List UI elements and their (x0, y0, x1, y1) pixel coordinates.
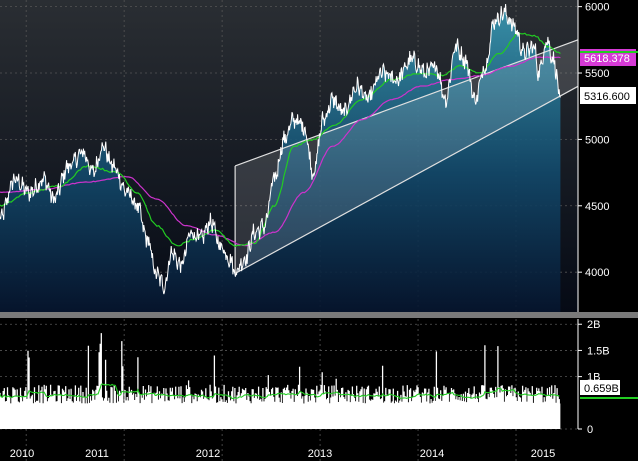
price-y-tick-label: 4000 (585, 267, 609, 279)
svg-text:0.659B: 0.659B (584, 383, 619, 395)
channel-lower-line (234, 85, 579, 275)
price-y-tick-label: 5500 (585, 68, 609, 80)
volume-moving-average-line (0, 383, 560, 400)
svg-text:5618.378: 5618.378 (584, 53, 630, 65)
channel-upper-line (234, 39, 579, 167)
x-tick-label: 2010 (10, 448, 34, 460)
x-axis: 2010 2011 2012 2013 2014 2015 (10, 448, 555, 460)
x-tick-label: 2012 (196, 448, 220, 460)
price-line (0, 3, 561, 295)
moving-average-long-line (0, 56, 561, 247)
price-y-tick-label: 6000 (585, 2, 609, 14)
volume-bars (0, 333, 561, 429)
x-tick-label: 2011 (85, 448, 109, 460)
trend-channel (234, 39, 579, 275)
svg-text:5316.600: 5316.600 (584, 91, 630, 103)
panel-divider (0, 312, 638, 318)
last-volume-label: 0.659B (580, 380, 620, 395)
ma-value-label: 5618.378 (580, 49, 636, 66)
price-y-axis: 6000 5500 5000 4500 4000 (577, 0, 609, 312)
x-tick-label: 2015 (531, 448, 555, 460)
price-y-tick-label: 5000 (585, 134, 609, 146)
trend-channel-fill (235, 39, 578, 274)
volume-y-tick-label: 1.5B (587, 345, 610, 357)
last-price-label: 5316.600 (580, 87, 636, 104)
volume-y-tick-label: 2B (587, 319, 600, 331)
volume-base (0, 403, 561, 429)
volume-y-tick-label: 0 (587, 424, 593, 436)
x-tick-label: 2013 (308, 448, 332, 460)
price-y-tick-label: 4500 (585, 201, 609, 213)
x-tick-label: 2014 (420, 448, 444, 460)
